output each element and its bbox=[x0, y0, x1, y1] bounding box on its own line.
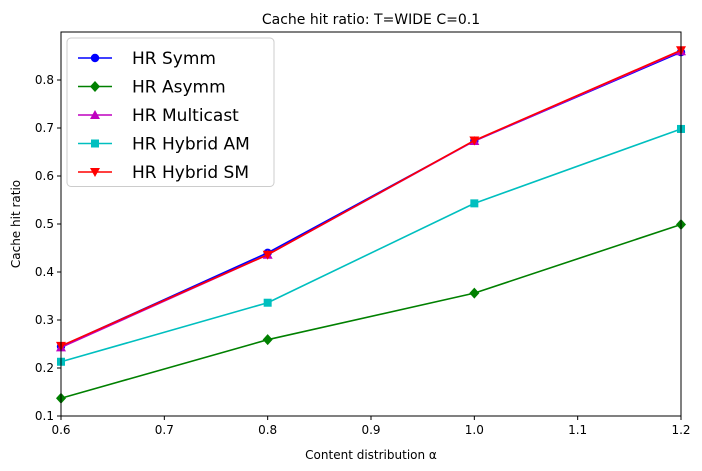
y-tick-label: 0.2 bbox=[35, 361, 54, 375]
legend-item: HR Asymm bbox=[78, 78, 226, 98]
x-tick-label: 0.8 bbox=[258, 423, 277, 437]
legend-label: HR Asymm bbox=[132, 78, 226, 98]
x-tick-label: 1.1 bbox=[568, 423, 587, 437]
y-tick-label: 0.7 bbox=[35, 121, 54, 135]
x-tick-label: 1.2 bbox=[671, 423, 690, 437]
y-axis-label: Cache hit ratio bbox=[9, 180, 23, 268]
y-tick-label: 0.6 bbox=[35, 169, 54, 183]
legend-item: HR Hybrid SM bbox=[78, 163, 249, 183]
series-line bbox=[60, 223, 682, 400]
y-tick-label: 0.4 bbox=[35, 265, 54, 279]
y-tick-label: 0.1 bbox=[35, 409, 54, 423]
legend-item: HR Hybrid AM bbox=[78, 135, 250, 155]
data-point bbox=[470, 199, 479, 208]
legend-item: HR Symm bbox=[78, 49, 216, 69]
y-tick-label: 0.3 bbox=[35, 313, 54, 327]
legend-item: HR Multicast bbox=[78, 106, 239, 126]
x-tick-label: 1.0 bbox=[465, 423, 484, 437]
chart-title: Cache hit ratio: T=WIDE C=0.1 bbox=[262, 12, 480, 28]
legend-marker bbox=[91, 139, 99, 148]
legend-marker bbox=[90, 81, 100, 92]
series-line bbox=[60, 49, 682, 347]
series-hr-asymm bbox=[56, 218, 686, 404]
y-tick-label: 0.5 bbox=[35, 217, 54, 231]
data-point bbox=[263, 298, 272, 307]
legend-label: HR Symm bbox=[132, 49, 216, 69]
data-point bbox=[469, 287, 480, 299]
data-point bbox=[262, 334, 273, 346]
x-tick-label: 0.9 bbox=[361, 423, 380, 437]
data-point bbox=[262, 250, 273, 260]
legend-marker bbox=[90, 168, 100, 177]
series-line bbox=[60, 128, 682, 363]
x-tick-label: 0.7 bbox=[155, 423, 174, 437]
y-axis: 0.1 0.2 0.3 0.4 0.5 0.6 0.7 0.8 bbox=[35, 73, 61, 423]
legend-box bbox=[66, 37, 275, 187]
legend-label: HR Hybrid AM bbox=[132, 135, 250, 155]
y-tick-label: 0.8 bbox=[35, 73, 54, 87]
x-tick-label: 0.6 bbox=[51, 423, 70, 437]
legend-marker bbox=[90, 110, 100, 119]
legend-marker bbox=[90, 53, 100, 63]
x-axis-label: Content distribution α bbox=[305, 448, 437, 462]
data-point bbox=[469, 136, 480, 146]
legend: HR Symm HR Asymm HR Multicast HR Hybrid AM H… bbox=[66, 37, 275, 187]
legend-label: HR Hybrid SM bbox=[132, 163, 249, 183]
x-axis: 0.6 0.7 0.8 0.9 1.0 1.1 1.2 bbox=[51, 416, 691, 437]
legend-label: HR Multicast bbox=[132, 106, 239, 126]
